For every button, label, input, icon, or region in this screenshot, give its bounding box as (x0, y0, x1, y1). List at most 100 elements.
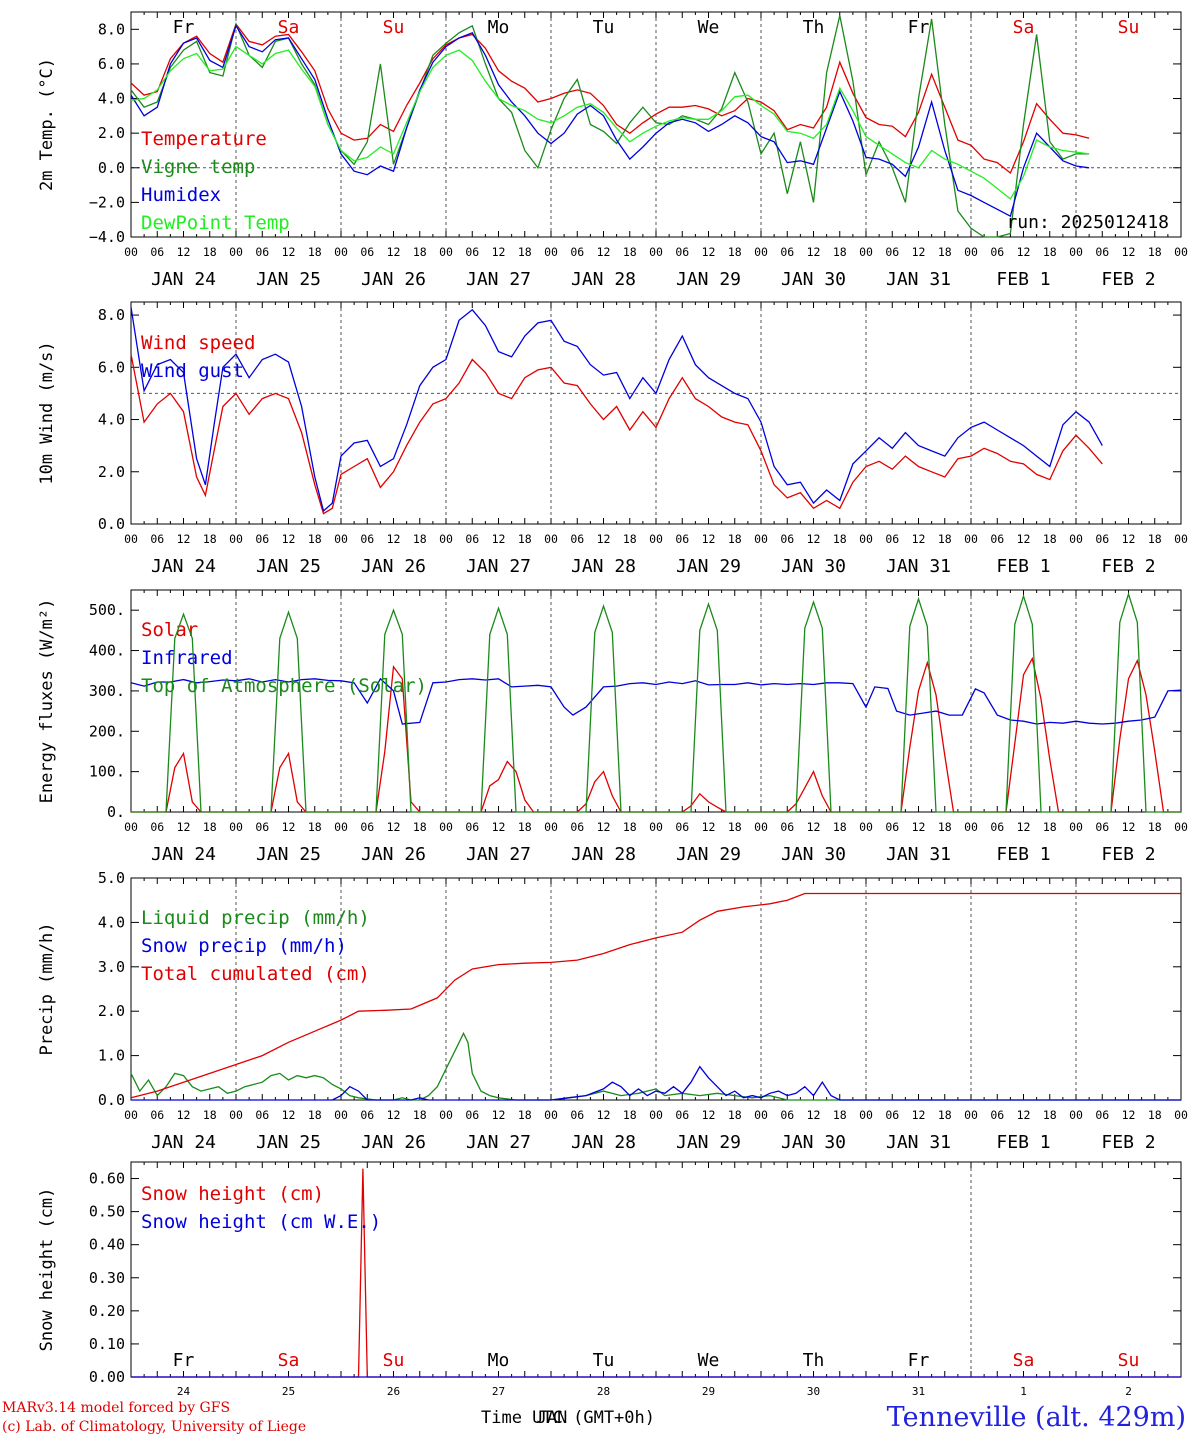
hour-tick-label: 12 (1017, 532, 1031, 546)
hour-tick-label: 12 (1122, 820, 1136, 834)
y-tick-label: 8.0 (98, 20, 125, 38)
day-number-label: 27 (492, 1385, 505, 1398)
hour-tick-label: 06 (150, 532, 164, 546)
date-label: JAN 25 (256, 556, 321, 577)
hour-tick-label: 06 (150, 820, 164, 834)
hour-tick-label: 06 (255, 245, 269, 259)
date-label: JAN 27 (466, 1132, 531, 1153)
y-tick-label: −2.0 (89, 193, 125, 211)
hour-tick-label: 18 (1043, 1108, 1057, 1122)
day-number-label: 29 (702, 1385, 715, 1398)
hour-tick-label: 12 (912, 532, 926, 546)
date-label: JAN 24 (151, 844, 216, 865)
hour-tick-label: 18 (413, 245, 427, 259)
hour-tick-label: 00 (1174, 532, 1188, 546)
hour-tick-label: 12 (177, 820, 191, 834)
hour-tick-label: 00 (1174, 820, 1188, 834)
hour-tick-label: 06 (990, 245, 1004, 259)
day-name-label: Mo (488, 1350, 510, 1371)
date-label: JAN 27 (466, 269, 531, 290)
hour-tick-label: 18 (938, 1108, 952, 1122)
day-name-label: Sa (1013, 1350, 1035, 1371)
hour-tick-label: 18 (833, 820, 847, 834)
hour-tick-label: 18 (623, 532, 637, 546)
hour-tick-label: 18 (518, 532, 532, 546)
day-number-label: 28 (597, 1385, 610, 1398)
y-axis-label: Precip (mm/h) (37, 922, 57, 1055)
hour-tick-label: 18 (308, 820, 322, 834)
hour-tick-label: 00 (1174, 1108, 1188, 1122)
hour-tick-label: 00 (439, 1108, 453, 1122)
date-label: JAN 28 (571, 1132, 636, 1153)
legend-entry: Liquid precip (mm/h) (141, 907, 370, 929)
y-tick-label: −4.0 (89, 228, 125, 246)
y-tick-label: 0.10 (89, 1335, 125, 1353)
y-tick-label: 4.0 (98, 411, 125, 429)
day-name-label: Su (383, 17, 405, 38)
y-tick-label: 2.0 (98, 124, 125, 142)
hour-tick-label: 18 (728, 1108, 742, 1122)
hour-tick-label: 18 (1043, 532, 1057, 546)
hour-tick-label: 00 (124, 532, 138, 546)
hour-tick-label: 00 (334, 245, 348, 259)
panel-1: 8.0 6.0 4.0 2.0 0.0 −2.0 −4.0 2m Temp. (°C) Temp… (37, 11, 1188, 290)
hour-tick-label: 00 (229, 1108, 243, 1122)
day-name-label: Tu (593, 17, 615, 38)
hour-tick-label: 00 (229, 245, 243, 259)
day-number-label: 24 (177, 1385, 191, 1398)
hour-tick-label: 12 (492, 532, 506, 546)
hour-tick-label: 06 (150, 1108, 164, 1122)
y-axis-label: Snow height (cm) (37, 1188, 57, 1352)
day-name-label: Tu (593, 1350, 615, 1371)
hour-tick-label: 12 (807, 532, 821, 546)
y-tick-label: 0.0 (98, 1091, 125, 1109)
hour-tick-label: 12 (1017, 245, 1031, 259)
date-label: JAN 24 (151, 556, 216, 577)
hour-tick-label: 18 (518, 1108, 532, 1122)
day-name-label: Sa (278, 17, 300, 38)
hour-tick-label: 06 (885, 820, 899, 834)
hour-tick-label: 06 (570, 1108, 584, 1122)
y-axis-label: Energy fluxes (W/m²) (37, 599, 57, 804)
hour-tick-label: 18 (833, 532, 847, 546)
legend-entry: Solar (141, 619, 198, 641)
hour-tick-label: 18 (518, 245, 532, 259)
date-label: JAN 24 (151, 1132, 216, 1153)
hour-tick-label: 12 (387, 532, 401, 546)
day-number-label: 30 (807, 1385, 820, 1398)
hour-tick-label: 18 (203, 1108, 217, 1122)
hour-tick-label: 12 (597, 820, 611, 834)
hour-tick-label: 12 (1122, 1108, 1136, 1122)
hour-tick-label: 18 (308, 1108, 322, 1122)
y-tick-label: 1.0 (98, 1047, 125, 1065)
hour-tick-label: 12 (177, 1108, 191, 1122)
day-number-label: 25 (282, 1385, 295, 1398)
y-tick-label: 8.0 (98, 306, 125, 324)
hour-tick-label: 00 (229, 820, 243, 834)
date-label: JAN 28 (571, 844, 636, 865)
hour-tick-label: 12 (597, 1108, 611, 1122)
hour-tick-label: 00 (1069, 245, 1083, 259)
hour-tick-label: 06 (570, 532, 584, 546)
hour-tick-label: 12 (387, 245, 401, 259)
y-tick-label: 6.0 (98, 55, 125, 73)
legend-entry: Temperature (141, 128, 267, 150)
y-axis-label: 2m Temp. (°C) (37, 58, 57, 191)
date-label: FEB 2 (1101, 556, 1155, 577)
date-label: JAN 30 (781, 844, 846, 865)
day-name-label: Sa (1013, 17, 1035, 38)
y-tick-label: 0.0 (98, 159, 125, 177)
hour-tick-label: 12 (282, 532, 296, 546)
day-name-label: Su (1118, 17, 1140, 38)
hour-tick-label: 00 (964, 532, 978, 546)
hour-tick-label: 06 (780, 1108, 794, 1122)
hour-tick-label: 06 (360, 820, 374, 834)
date-label: FEB 1 (996, 269, 1050, 290)
hour-tick-label: 12 (1017, 1108, 1031, 1122)
hour-tick-label: 00 (964, 820, 978, 834)
y-tick-label: 300. (89, 682, 125, 700)
hour-tick-label: 00 (124, 1108, 138, 1122)
day-name-label: Su (1118, 1350, 1140, 1371)
hour-tick-label: 06 (465, 820, 479, 834)
